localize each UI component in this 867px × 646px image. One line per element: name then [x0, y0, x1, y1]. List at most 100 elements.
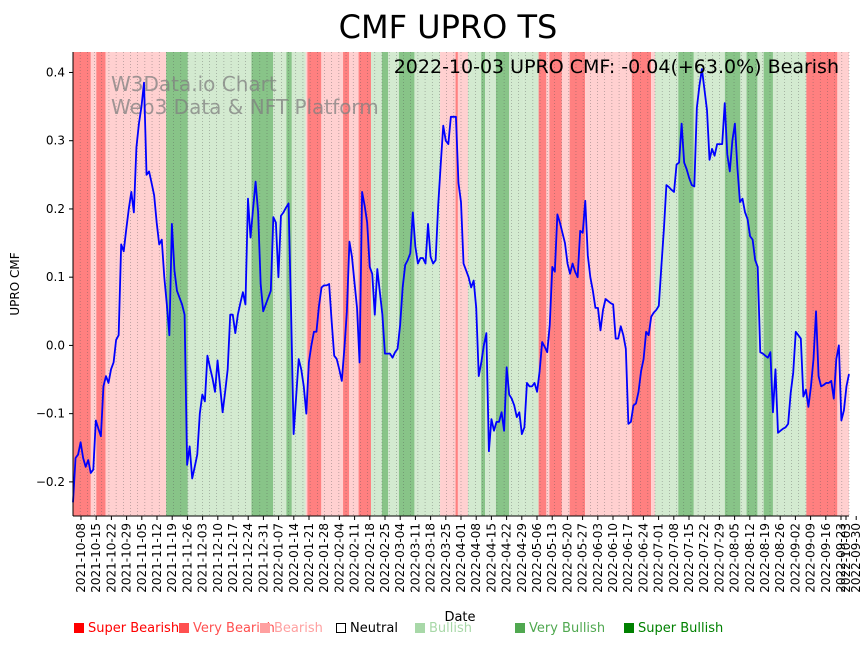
x-tick-label: 2022-04-15	[484, 523, 498, 593]
legend-item-very-bearish: Very Bearish	[179, 621, 275, 636]
watermark-line-1: W3Data.io Chart	[111, 72, 277, 96]
x-tick-label: 2022-09-16	[819, 523, 833, 593]
x-tick-label: 2021-12-31	[256, 523, 270, 593]
region-very-bullish	[481, 52, 486, 516]
x-tick-label: 2022-02-18	[363, 523, 377, 593]
x-tick-label: 2022-04-08	[469, 523, 483, 593]
region-very-bullish	[746, 52, 758, 516]
x-tick-label: 2021-10-15	[89, 523, 103, 593]
x-tick-label: 2021-12-17	[226, 523, 240, 593]
region-very-bearish	[549, 52, 562, 516]
latest-value-annotation: 2022-10-03 UPRO CMF: -0.04(+63.0%) Beari…	[394, 56, 839, 78]
region-bearish	[305, 52, 308, 516]
legend-label: Very Bearish	[193, 621, 275, 636]
x-tick-label: 2022-07-29	[712, 523, 726, 593]
legend-swatch	[179, 623, 189, 633]
region-very-bearish	[455, 52, 458, 516]
legend-label: Super Bullish	[638, 621, 724, 636]
legend-item-very-bullish: Very Bullish	[515, 621, 605, 636]
x-tick-label: 2022-03-11	[408, 523, 422, 593]
region-bearish	[837, 52, 849, 516]
region-very-bearish	[307, 52, 322, 516]
watermark: W3Data.io Chart Web3 Data & NFT Platform	[111, 72, 379, 119]
x-tick-label: 2021-11-19	[165, 523, 179, 593]
x-tick-label: 2022-04-22	[500, 523, 514, 593]
x-axis-label: Date	[444, 610, 475, 625]
x-tick-label: 2022-03-04	[393, 523, 407, 593]
x-tick-label: 2022-09-09	[804, 523, 818, 593]
region-bearish	[651, 52, 655, 516]
region-bullish	[485, 52, 496, 516]
x-tick-label: 2022-05-20	[560, 523, 574, 593]
y-tick-label: −0.1	[36, 407, 65, 421]
x-tick-label: 2022-05-27	[576, 523, 590, 593]
x-tick-label: 2022-09-30	[849, 523, 863, 593]
x-tick-label: 2021-11-26	[180, 523, 194, 593]
x-tick-label: 2022-04-29	[515, 523, 529, 593]
region-very-bearish	[631, 52, 652, 516]
y-tick-label: 0.0	[46, 338, 65, 352]
region-bullish	[693, 52, 725, 516]
x-tick-label: 2022-02-25	[378, 523, 392, 593]
x-tick-label: 2022-02-11	[348, 523, 362, 593]
region-bearish	[457, 52, 468, 516]
x-tick-label: 2021-12-10	[211, 523, 225, 593]
region-very-bullish	[763, 52, 773, 516]
region-very-bullish	[398, 52, 415, 516]
region-bearish	[546, 52, 550, 516]
region-very-bullish	[724, 52, 741, 516]
x-tick-label: 2021-12-24	[241, 523, 255, 593]
x-tick-label: 2022-08-12	[743, 523, 757, 593]
date-gridlines	[72, 52, 850, 516]
region-bearish	[105, 52, 167, 516]
region-very-bearish	[73, 52, 91, 516]
x-tick-label: 2022-03-18	[424, 523, 438, 593]
legend-label: Very Bullish	[529, 621, 606, 636]
region-bullish	[523, 52, 539, 516]
region-very-bullish	[678, 52, 694, 516]
region-bullish	[388, 52, 399, 516]
region-bullish	[655, 52, 679, 516]
region-very-bearish	[806, 52, 838, 516]
y-axis-label: UPRO CMF	[8, 252, 22, 315]
legend-item-bearish: Bearish	[260, 621, 323, 636]
legend-swatch	[74, 623, 84, 633]
x-tick-label: 2022-07-01	[652, 523, 666, 593]
region-very-bullish	[381, 52, 389, 516]
x-tick-label: 2022-02-04	[332, 523, 346, 593]
x-tick-label: 2022-06-03	[591, 523, 605, 593]
x-tick-label: 2022-01-21	[302, 523, 316, 593]
chart-title: CMF UPRO TS	[339, 8, 558, 46]
x-tick-label: 2022-08-26	[773, 523, 787, 593]
region-very-bearish	[569, 52, 586, 516]
x-tick-label: 2021-10-08	[74, 523, 88, 593]
region-bearish	[585, 52, 632, 516]
x-tick-label: 2022-04-01	[454, 523, 468, 593]
y-tick-label: 0.1	[46, 270, 65, 284]
x-tick-label: 2021-10-22	[104, 523, 118, 593]
region-bullish	[772, 52, 807, 516]
x-tick-label: 2021-12-03	[196, 523, 210, 593]
region-bullish	[757, 52, 764, 516]
region-very-bearish	[96, 52, 106, 516]
x-tick-label: 2022-08-19	[758, 523, 772, 593]
legend-label: Bearish	[274, 621, 323, 636]
region-bearish	[90, 52, 97, 516]
region-very-bullish	[286, 52, 292, 516]
x-tick-label: 2022-05-06	[530, 523, 544, 593]
x-tick-label: 2022-07-08	[667, 523, 681, 593]
region-bullish	[291, 52, 306, 516]
legend-label: Bullish	[429, 621, 473, 636]
legend-swatch	[515, 623, 525, 633]
legend-label: Neutral	[350, 621, 398, 636]
legend-item-super-bearish: Super Bearish	[74, 621, 179, 636]
x-tick-label: 2021-10-29	[120, 523, 134, 593]
region-very-bearish	[538, 52, 547, 516]
legend-swatch	[415, 623, 425, 633]
x-tick-label: 2022-07-15	[682, 523, 696, 593]
x-tick-label: 2022-07-22	[697, 523, 711, 593]
cmf-series-line	[72, 68, 850, 503]
y-tick-label: 0.4	[46, 65, 65, 79]
region-bullish	[414, 52, 441, 516]
